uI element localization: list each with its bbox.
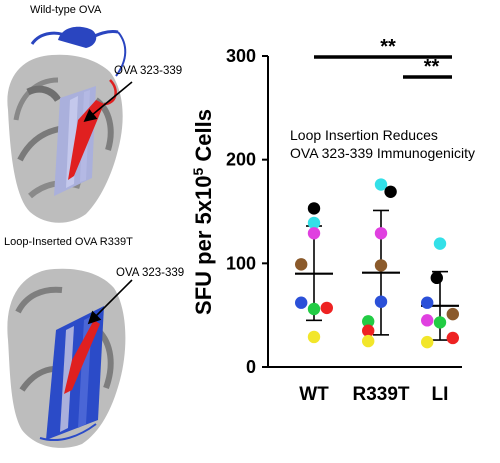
y-axis-title: SFU per 5x105 Cells	[190, 109, 216, 315]
significance-label: **	[424, 56, 440, 78]
data-point	[362, 324, 375, 337]
data-point	[384, 185, 397, 199]
y-tick-label: 200	[226, 150, 256, 170]
data-point	[374, 178, 388, 191]
data-point	[430, 271, 443, 285]
data-point	[374, 227, 388, 240]
data-point	[433, 237, 447, 250]
data-point	[307, 227, 321, 240]
wildtype-structure-illustration	[7, 26, 127, 223]
data-point	[307, 202, 321, 215]
bottom-callout-arrow	[87, 279, 133, 325]
data-point	[446, 307, 459, 321]
chart-annotation-line2: OVA 323-339 Immunogenicity	[290, 145, 475, 161]
loop-inserted-structure-illustration	[7, 268, 126, 448]
data-point	[421, 314, 434, 327]
top-callout-label: OVA 323-339	[114, 65, 182, 77]
significance-bars: ** **	[314, 36, 452, 79]
y-tick-label: 300	[226, 46, 256, 66]
data-point	[307, 302, 321, 316]
data-point	[362, 334, 375, 348]
x-tick-label: R339T	[352, 384, 409, 405]
chart-annotation-line1: Loop Insertion Reduces	[290, 127, 438, 143]
x-axis-ticks: WT R339T LI	[299, 384, 448, 405]
y-tick-label: 100	[226, 253, 256, 273]
y-tick-label: 0	[246, 357, 256, 377]
data-point	[362, 315, 375, 328]
y-axis-ticks: 0 100 200 300	[226, 46, 268, 377]
top-callout-arrow	[83, 81, 133, 123]
significance-label: **	[380, 36, 396, 58]
data-point	[295, 258, 308, 271]
data-point	[320, 301, 333, 315]
bottom-callout-label: OVA 323-339	[116, 267, 184, 279]
x-tick-label: LI	[432, 384, 449, 405]
data-point	[307, 216, 321, 230]
data-point	[374, 259, 388, 272]
data-point	[307, 330, 321, 344]
x-tick-label: WT	[299, 384, 329, 405]
data-point	[433, 316, 447, 329]
data-point	[374, 295, 388, 308]
bottom-structure-label: Loop-Inserted OVA R339T	[4, 236, 133, 248]
data-point	[295, 296, 308, 309]
data-point	[421, 335, 434, 349]
data-point	[446, 331, 459, 345]
top-structure-label: Wild-type OVA	[30, 4, 102, 16]
data-point	[421, 296, 434, 309]
data-points	[295, 178, 459, 349]
scatter-chart: 0 100 200 300 WT R339T LI ** ** SFU per 5x105 …	[190, 36, 475, 405]
